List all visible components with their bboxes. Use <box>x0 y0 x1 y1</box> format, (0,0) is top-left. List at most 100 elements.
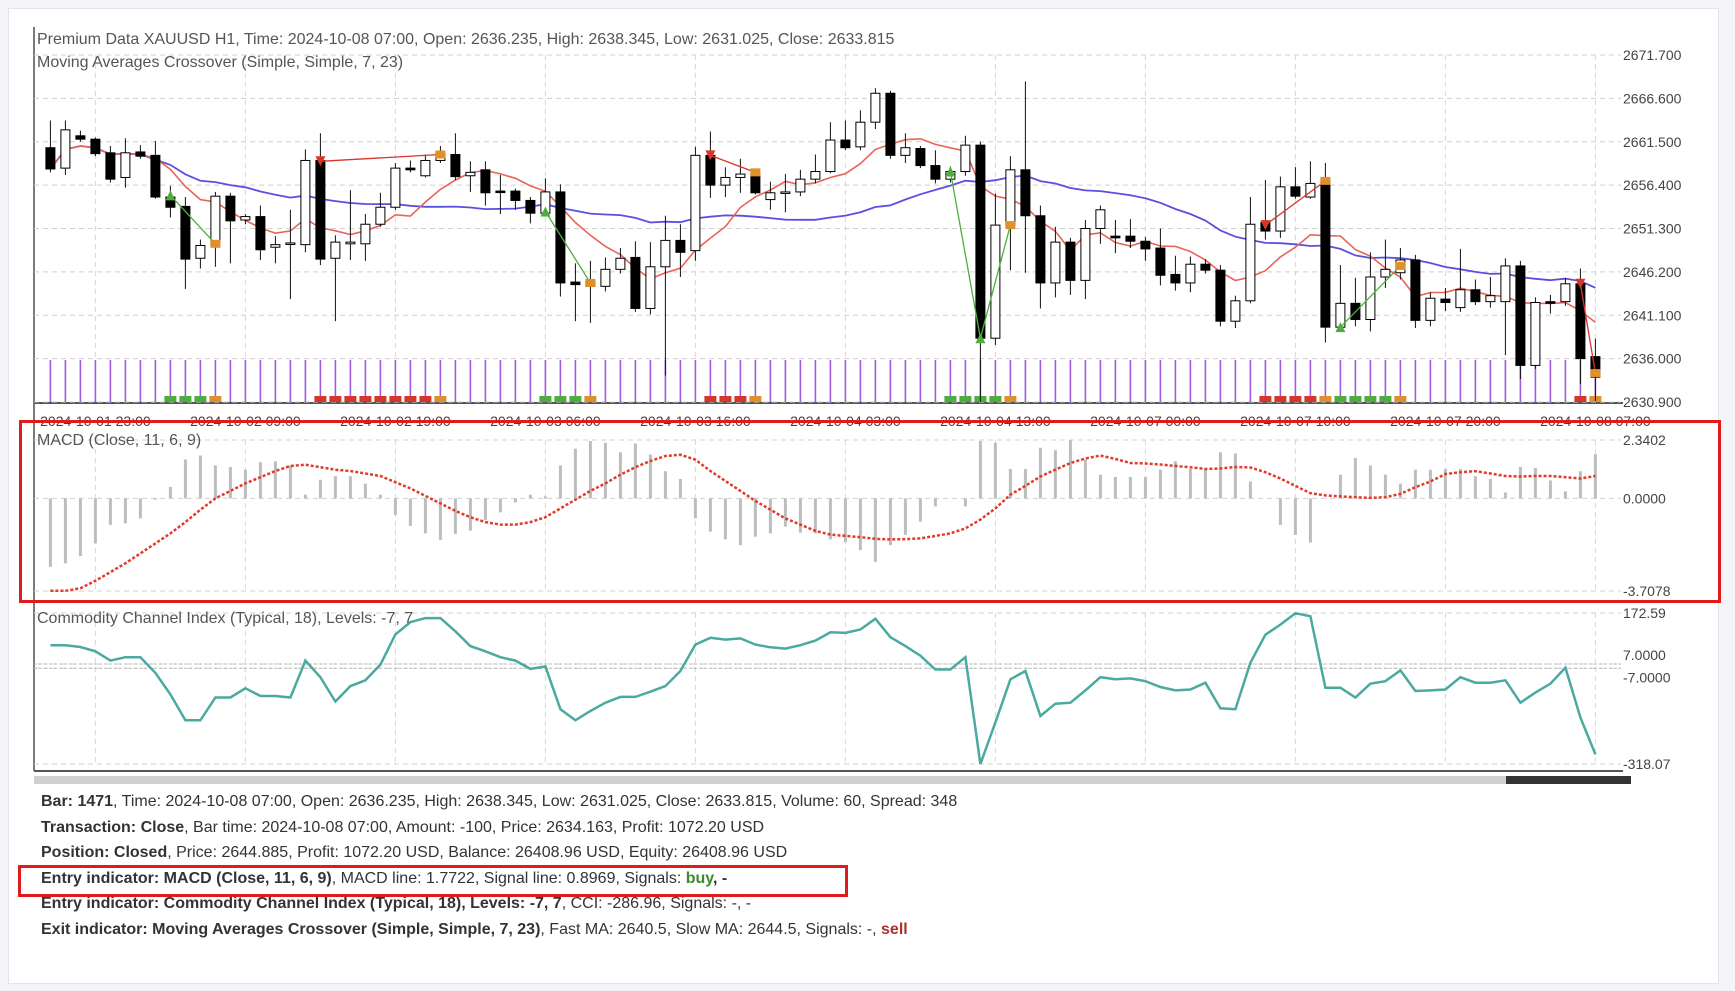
candle <box>1095 205 1106 244</box>
position-marker <box>374 396 387 402</box>
sell-arrow-icon <box>315 156 326 167</box>
y-axis-tick-label: 2661.500 <box>1623 134 1682 150</box>
candle <box>1290 167 1301 199</box>
x-axis-date-label: 2024-10-07 20:00 <box>1390 413 1501 429</box>
candle-body <box>1365 276 1376 321</box>
candle-body <box>1380 268 1391 278</box>
position-marker <box>989 396 1002 402</box>
position-marker <box>359 396 372 402</box>
candle-body <box>1425 297 1436 321</box>
candle <box>885 90 896 159</box>
candle <box>1035 205 1046 309</box>
y-axis-tick-label: 0.0000 <box>1623 490 1666 506</box>
position-marker <box>719 396 732 402</box>
candle <box>1260 180 1271 240</box>
position-marker <box>1319 396 1332 402</box>
info-label: Bar: 1471 <box>41 793 114 810</box>
candle-body <box>75 135 86 140</box>
candle-body <box>420 159 431 177</box>
position-marker <box>314 396 327 402</box>
cci-line <box>50 611 1597 765</box>
candle <box>210 191 221 267</box>
candle-body <box>855 121 866 148</box>
candle <box>570 263 581 322</box>
trading-chart[interactable]: 2024-10-01 23:00 2024-10-02 09:00 2024-10-… <box>9 9 1718 799</box>
candle-body <box>1530 301 1541 366</box>
candle <box>675 224 686 277</box>
info-line: Entry indicator: Commodity Channel Index… <box>41 895 751 913</box>
candle-body <box>735 173 746 178</box>
candle <box>1305 161 1316 199</box>
candle <box>585 260 596 323</box>
candle <box>345 190 356 260</box>
y-axis-tick-label: 2636.000 <box>1623 351 1682 367</box>
candle <box>930 150 941 184</box>
candle <box>1230 295 1241 329</box>
candle-body <box>1170 273 1181 284</box>
candle <box>840 120 851 151</box>
candle-body <box>105 152 116 180</box>
candle <box>690 146 701 261</box>
candle-body <box>45 147 56 170</box>
candle <box>630 241 641 312</box>
candle-body <box>180 205 191 260</box>
position-marker <box>1394 396 1407 402</box>
candle-body <box>900 147 911 156</box>
candle-body <box>810 171 821 180</box>
candle <box>1155 228 1166 286</box>
candle <box>870 88 881 129</box>
candle <box>1500 258 1511 356</box>
buy-arrow-icon <box>1335 322 1346 333</box>
candle <box>270 236 281 264</box>
candle-body <box>600 268 611 287</box>
position-marker <box>554 396 567 402</box>
y-axis-tick-label: 2666.600 <box>1623 90 1682 106</box>
position-marker <box>1349 396 1362 402</box>
candle-body <box>1125 235 1136 242</box>
candle <box>300 149 311 253</box>
y-axis-tick-label: 2656.400 <box>1623 177 1682 193</box>
y-axis-tick-label: -3.7078 <box>1623 583 1671 599</box>
horizontal-scrollbar[interactable] <box>34 776 1631 784</box>
candle <box>1170 255 1181 291</box>
candle-body <box>360 223 371 245</box>
info-line: Bar: 1471, Time: 2024-10-08 07:00, Open:… <box>41 793 957 811</box>
candle-body <box>300 159 311 246</box>
position-marker <box>734 396 747 402</box>
scrollbar-thumb[interactable] <box>1506 776 1631 784</box>
candle-body <box>150 154 161 198</box>
y-axis-tick-label: 2646.200 <box>1623 264 1682 280</box>
position-marker <box>344 396 357 402</box>
candle-body <box>750 173 761 194</box>
x-axis-date-label: 2024-10-01 23:00 <box>40 413 151 429</box>
candle-body <box>1035 215 1046 284</box>
info-label: Entry indicator: Commodity Channel Index… <box>41 895 562 912</box>
candle <box>420 154 431 178</box>
candle <box>285 209 296 300</box>
position-marker <box>419 396 432 402</box>
x-axis-date-label: 2024-10-02 09:00 <box>190 413 301 429</box>
candle <box>525 197 536 224</box>
candle <box>1065 237 1076 295</box>
candle <box>720 167 731 198</box>
candle <box>1560 277 1571 306</box>
candle-body <box>675 239 686 253</box>
candle-body <box>315 159 326 260</box>
exit-marker <box>1320 176 1331 185</box>
candle-body <box>765 192 776 201</box>
candle <box>1530 297 1541 369</box>
candle <box>645 242 656 315</box>
x-axis-date-label: 2024-10-02 19:00 <box>340 413 451 429</box>
candle <box>1440 288 1451 311</box>
candle <box>75 130 86 142</box>
buy-arrow-icon <box>540 206 551 217</box>
trade-line <box>710 154 756 173</box>
candle-body <box>825 139 836 173</box>
info-label: Exit indicator: Moving Averages Crossove… <box>41 920 541 938</box>
info-label: Position: Closed <box>41 844 168 861</box>
x-axis-date-label: 2024-10-04 13:00 <box>940 413 1051 429</box>
info-label: buy <box>685 869 713 887</box>
candle <box>1350 277 1361 327</box>
x-axis-date-label: 2024-10-03 06:00 <box>490 413 601 429</box>
candle <box>600 257 611 292</box>
